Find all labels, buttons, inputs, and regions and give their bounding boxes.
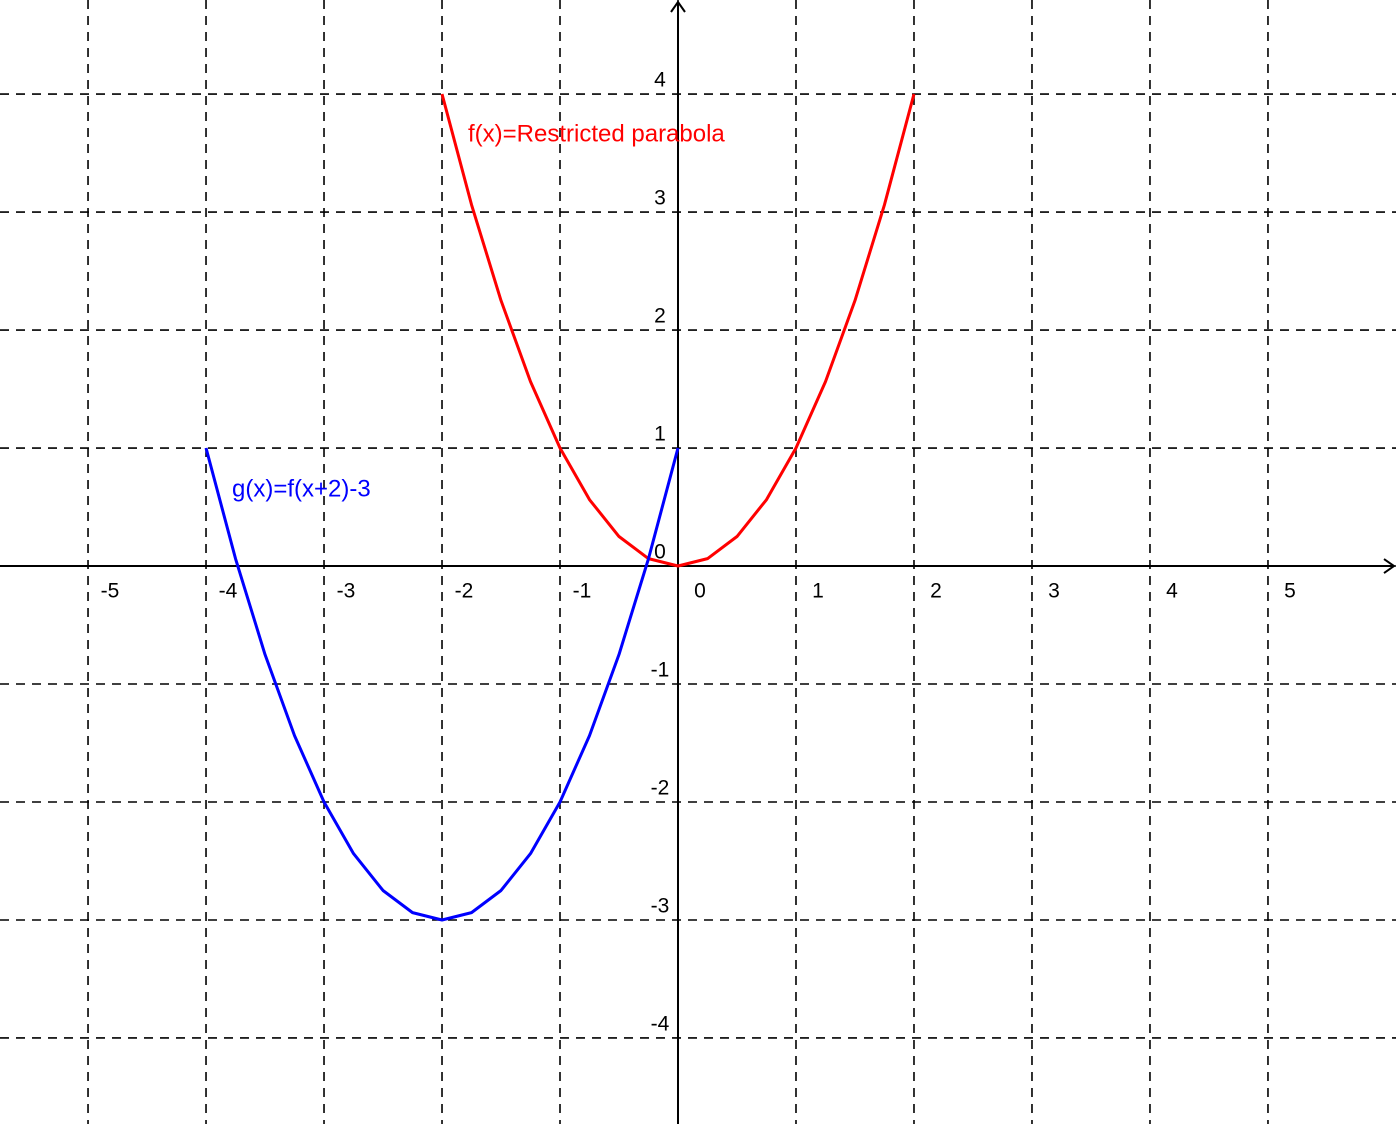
x-tick-label: 2 — [930, 580, 942, 603]
x-tick-label: 1 — [812, 580, 824, 603]
x-tick-label: 0 — [694, 580, 706, 603]
x-tick-label: -4 — [219, 580, 238, 603]
x-tick-label: -3 — [337, 580, 356, 603]
curve — [204, 447, 680, 922]
y-tick-label: 4 — [654, 69, 666, 92]
x-tick-label: -2 — [455, 580, 474, 603]
y-tick-label: 2 — [654, 305, 666, 328]
y-axis-arrow — [670, 0, 686, 13]
curve-label: f(x)=Restricted parabola — [468, 120, 725, 147]
curve-label: g(x)=f(x+2)-3 — [232, 475, 371, 502]
x-axis-arrow — [1383, 558, 1396, 574]
y-tick-label: 0 — [654, 541, 666, 564]
y-tick-label: 1 — [654, 423, 666, 446]
y-tick-label: -4 — [651, 1013, 670, 1036]
y-tick-label: -3 — [651, 895, 670, 918]
y-tick-label: -2 — [651, 777, 670, 800]
x-tick-label: -5 — [101, 580, 120, 603]
x-tick-label: 4 — [1166, 580, 1178, 603]
curve — [440, 93, 916, 568]
y-tick-label: 3 — [654, 187, 666, 210]
x-tick-label: -1 — [573, 580, 592, 603]
x-tick-label: 5 — [1284, 580, 1296, 603]
y-tick-label: -1 — [651, 659, 670, 682]
x-tick-label: 3 — [1048, 580, 1060, 603]
